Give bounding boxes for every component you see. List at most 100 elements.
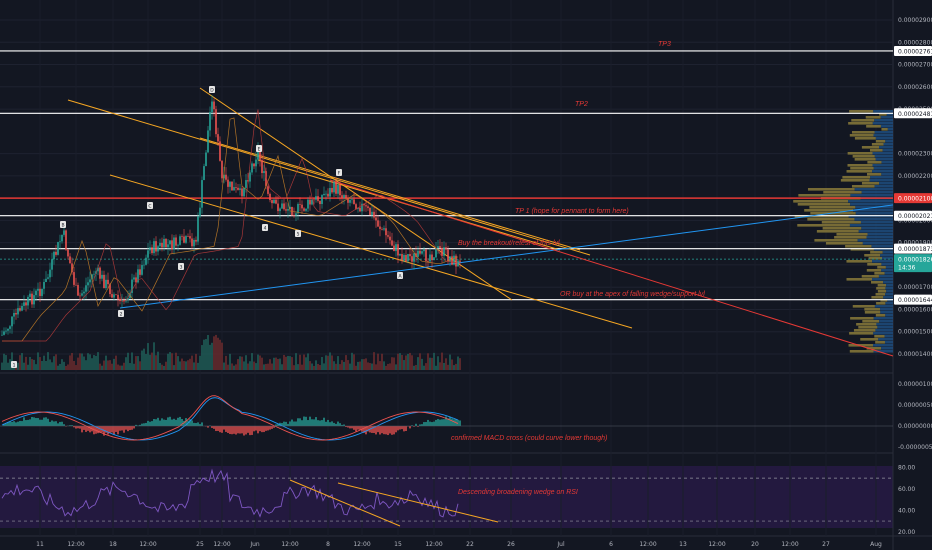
volume-profile-bar: [861, 227, 893, 230]
volume-bar: [179, 361, 181, 370]
macd-histogram-bar: [427, 419, 429, 426]
volume-bar: [121, 365, 123, 370]
time-tick-label: Jun: [249, 541, 260, 548]
volume-profile: [793, 110, 893, 353]
volume-profile-bar: [862, 320, 880, 323]
volume-profile-bar: [885, 266, 893, 269]
volume-bar: [345, 355, 347, 370]
candle: [69, 256, 71, 264]
volume-bar: [363, 359, 365, 370]
volume-bar: [389, 363, 391, 370]
macd-histogram-bar: [93, 426, 95, 435]
candle: [297, 204, 299, 214]
volume-bar: [31, 359, 33, 370]
volume-bar: [83, 356, 85, 370]
volume-profile-bar: [807, 218, 855, 221]
candle: [231, 181, 233, 191]
candle: [37, 288, 39, 291]
candle: [101, 274, 103, 279]
volume-bar: [437, 356, 439, 370]
volume-profile-bar: [870, 176, 893, 179]
volume-profile-bar: [880, 116, 893, 119]
trendline[interactable]: [119, 204, 894, 309]
macd-histogram-bar: [261, 426, 263, 433]
volume-profile-bar: [874, 335, 885, 338]
volume-profile-bar: [853, 329, 876, 332]
volume-bar: [325, 355, 327, 370]
volume-bar: [27, 364, 29, 370]
macd-histogram-bar: [351, 426, 353, 429]
macd-pane: [0, 395, 893, 441]
volume-profile-bar: [850, 248, 874, 251]
wave-label-badge: [256, 145, 262, 152]
volume-profile-bar: [872, 344, 893, 347]
volume-bar: [361, 359, 363, 370]
candle: [57, 242, 59, 255]
candle: [431, 254, 433, 261]
volume-bar: [231, 363, 233, 370]
volume-bar: [415, 364, 417, 370]
volume-bar: [269, 359, 271, 370]
macd-histogram-bar: [389, 426, 391, 434]
volume-profile-bar: [860, 221, 893, 224]
annotation-macd: confirmed MACD cross (could curve lower …: [451, 435, 607, 442]
macd-histogram-bar: [193, 422, 195, 426]
price-tick-label: 0.00002900: [898, 17, 932, 24]
volume-profile-bar: [822, 227, 862, 230]
volume-profile-bar: [872, 278, 893, 281]
candle: [111, 294, 113, 298]
macd-histogram-bar: [373, 426, 375, 433]
volume-profile-bar: [880, 299, 888, 302]
macd-histogram-bar: [139, 424, 141, 426]
volume-profile-bar: [879, 113, 887, 116]
volume-profile-bar: [882, 149, 893, 152]
macd-histogram-bar: [221, 426, 223, 433]
wave-label-badge: [397, 272, 403, 279]
volume-bar: [347, 360, 349, 370]
candle: [239, 188, 241, 190]
volume-profile-bar: [860, 338, 879, 341]
rsi-trendline[interactable]: [289, 479, 401, 527]
candle: [409, 254, 411, 257]
time-tick-label: 22: [466, 541, 474, 548]
rsi-band: [0, 466, 893, 528]
volume-bar: [29, 356, 31, 370]
rsi-trendline[interactable]: [337, 482, 499, 523]
macd-histogram-bar: [281, 423, 283, 426]
trendline[interactable]: [67, 99, 591, 256]
macd-histogram-bar: [393, 426, 395, 435]
candle: [97, 267, 99, 272]
macd-histogram-bar: [333, 422, 335, 426]
volume-bar: [43, 355, 45, 370]
candle: [31, 293, 33, 305]
volume-profile-bar: [885, 314, 893, 317]
rsi-tick-label: 40.00: [898, 507, 915, 514]
time-tick-label: 13: [679, 541, 687, 548]
volume-bar: [387, 363, 389, 370]
price-tag-label: 14:36: [898, 265, 915, 272]
candle: [201, 180, 203, 208]
trendline[interactable]: [109, 174, 633, 329]
trendline[interactable]: [329, 179, 894, 357]
macd-histogram-bar: [259, 426, 261, 432]
candle: [43, 282, 45, 289]
volume-bar: [291, 357, 293, 370]
macd-histogram-bar: [155, 419, 157, 426]
volume-bar: [109, 360, 111, 370]
volume-bar: [353, 354, 355, 370]
candle: [405, 255, 407, 262]
volume-bar: [77, 357, 79, 370]
price-tick-label: 0.00001700: [898, 284, 932, 291]
candle: [79, 295, 81, 297]
macd-histogram-bar: [375, 426, 377, 435]
volume-bar: [329, 352, 331, 370]
volume-bar: [405, 355, 407, 370]
wave-label-badge: [147, 202, 153, 209]
volume-profile-bar: [849, 350, 874, 353]
macd-histogram-bar: [331, 421, 333, 426]
volume-bar: [187, 360, 189, 370]
candle: [135, 277, 137, 283]
price-tick-label: 0.00001900: [898, 240, 932, 247]
volume-bar: [395, 364, 397, 370]
